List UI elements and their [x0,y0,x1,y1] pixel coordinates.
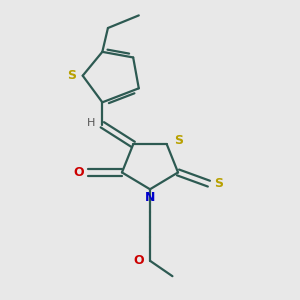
Text: S: S [174,134,183,147]
Text: H: H [87,118,95,128]
Text: O: O [134,254,144,267]
Text: N: N [145,191,155,204]
Text: S: S [214,177,224,190]
Text: S: S [67,69,76,82]
Text: O: O [74,166,84,179]
